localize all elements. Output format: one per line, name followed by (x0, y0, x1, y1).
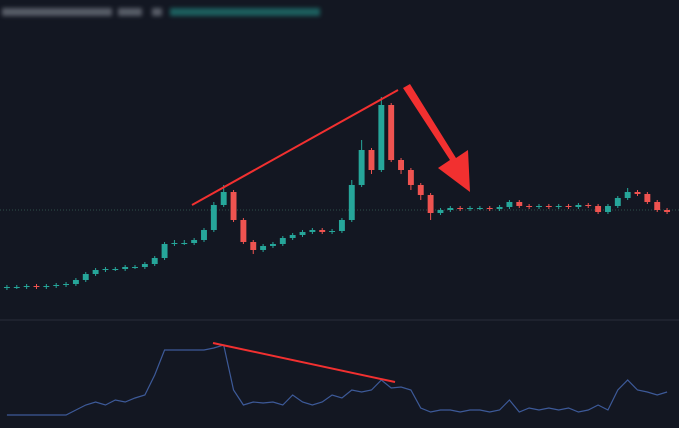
candle-body (82, 274, 89, 280)
candle-body (92, 270, 99, 274)
candle-body (664, 210, 671, 212)
candle-body (467, 208, 473, 209)
header-blurred (2, 8, 320, 16)
candle-body (289, 235, 296, 238)
candle-body (201, 230, 207, 240)
candle-body (348, 185, 355, 220)
candle-body (210, 205, 217, 230)
candle-body (309, 230, 316, 232)
candle-body (614, 198, 621, 206)
candle-body (3, 287, 10, 288)
candle-body (220, 192, 227, 205)
candle-body (181, 243, 188, 244)
candle-body (644, 194, 651, 202)
trend-line (191, 89, 399, 206)
candle-body (634, 192, 641, 194)
candle-body (191, 240, 198, 243)
header-icon (152, 8, 162, 16)
candle-body (378, 105, 385, 170)
candle-body (476, 208, 483, 209)
candle-body (506, 202, 513, 207)
candle-body (526, 206, 533, 207)
candle-body (486, 208, 493, 209)
candle-body (496, 207, 503, 209)
trend-line (212, 342, 396, 383)
candle-body (23, 286, 30, 287)
header-text (170, 8, 320, 16)
marks (3, 97, 671, 416)
candle-body (368, 150, 375, 170)
header-text (118, 8, 142, 16)
candle-body (240, 220, 247, 242)
candle-body (250, 242, 257, 250)
candle-body (299, 232, 306, 235)
candle-body (260, 246, 267, 250)
candle-body (536, 206, 542, 207)
header-text (2, 8, 112, 16)
arrow (403, 84, 470, 192)
candle-body (605, 206, 611, 212)
candle-body (329, 231, 336, 232)
candle-body (132, 267, 138, 268)
candle-body (161, 244, 168, 258)
candle-body (595, 206, 602, 212)
candle-body (13, 287, 20, 288)
candle-body (43, 286, 50, 287)
candle-body (427, 195, 434, 213)
candle-body (171, 243, 178, 244)
candle-body (565, 206, 572, 207)
candle-body (654, 202, 661, 210)
candle-body (141, 264, 148, 267)
candle-body (230, 192, 237, 220)
candle-body (545, 206, 552, 207)
candle-body (102, 269, 109, 270)
candle-body (585, 205, 592, 206)
candle-body (72, 280, 79, 284)
candle-body (53, 285, 60, 286)
candle-body (516, 202, 523, 206)
candle-body (398, 160, 404, 170)
candle-body (407, 170, 414, 185)
candle-body (112, 269, 119, 270)
candle-body (575, 205, 582, 207)
candle-body (555, 206, 562, 207)
candle-body (624, 192, 631, 198)
candle-body (447, 208, 454, 210)
candle-body (270, 244, 276, 246)
candle-body (122, 267, 129, 269)
candle-body (63, 284, 69, 285)
candle-body (417, 185, 424, 195)
candle-body (338, 220, 345, 231)
candle-body (279, 238, 286, 244)
candle-body (33, 286, 40, 287)
candle-body (437, 210, 444, 213)
candle-body (151, 258, 158, 264)
candle-body (358, 150, 365, 185)
candle-body (457, 208, 464, 209)
candle-body (388, 105, 395, 160)
indicator-line (6, 344, 668, 416)
candle-body (319, 230, 326, 232)
